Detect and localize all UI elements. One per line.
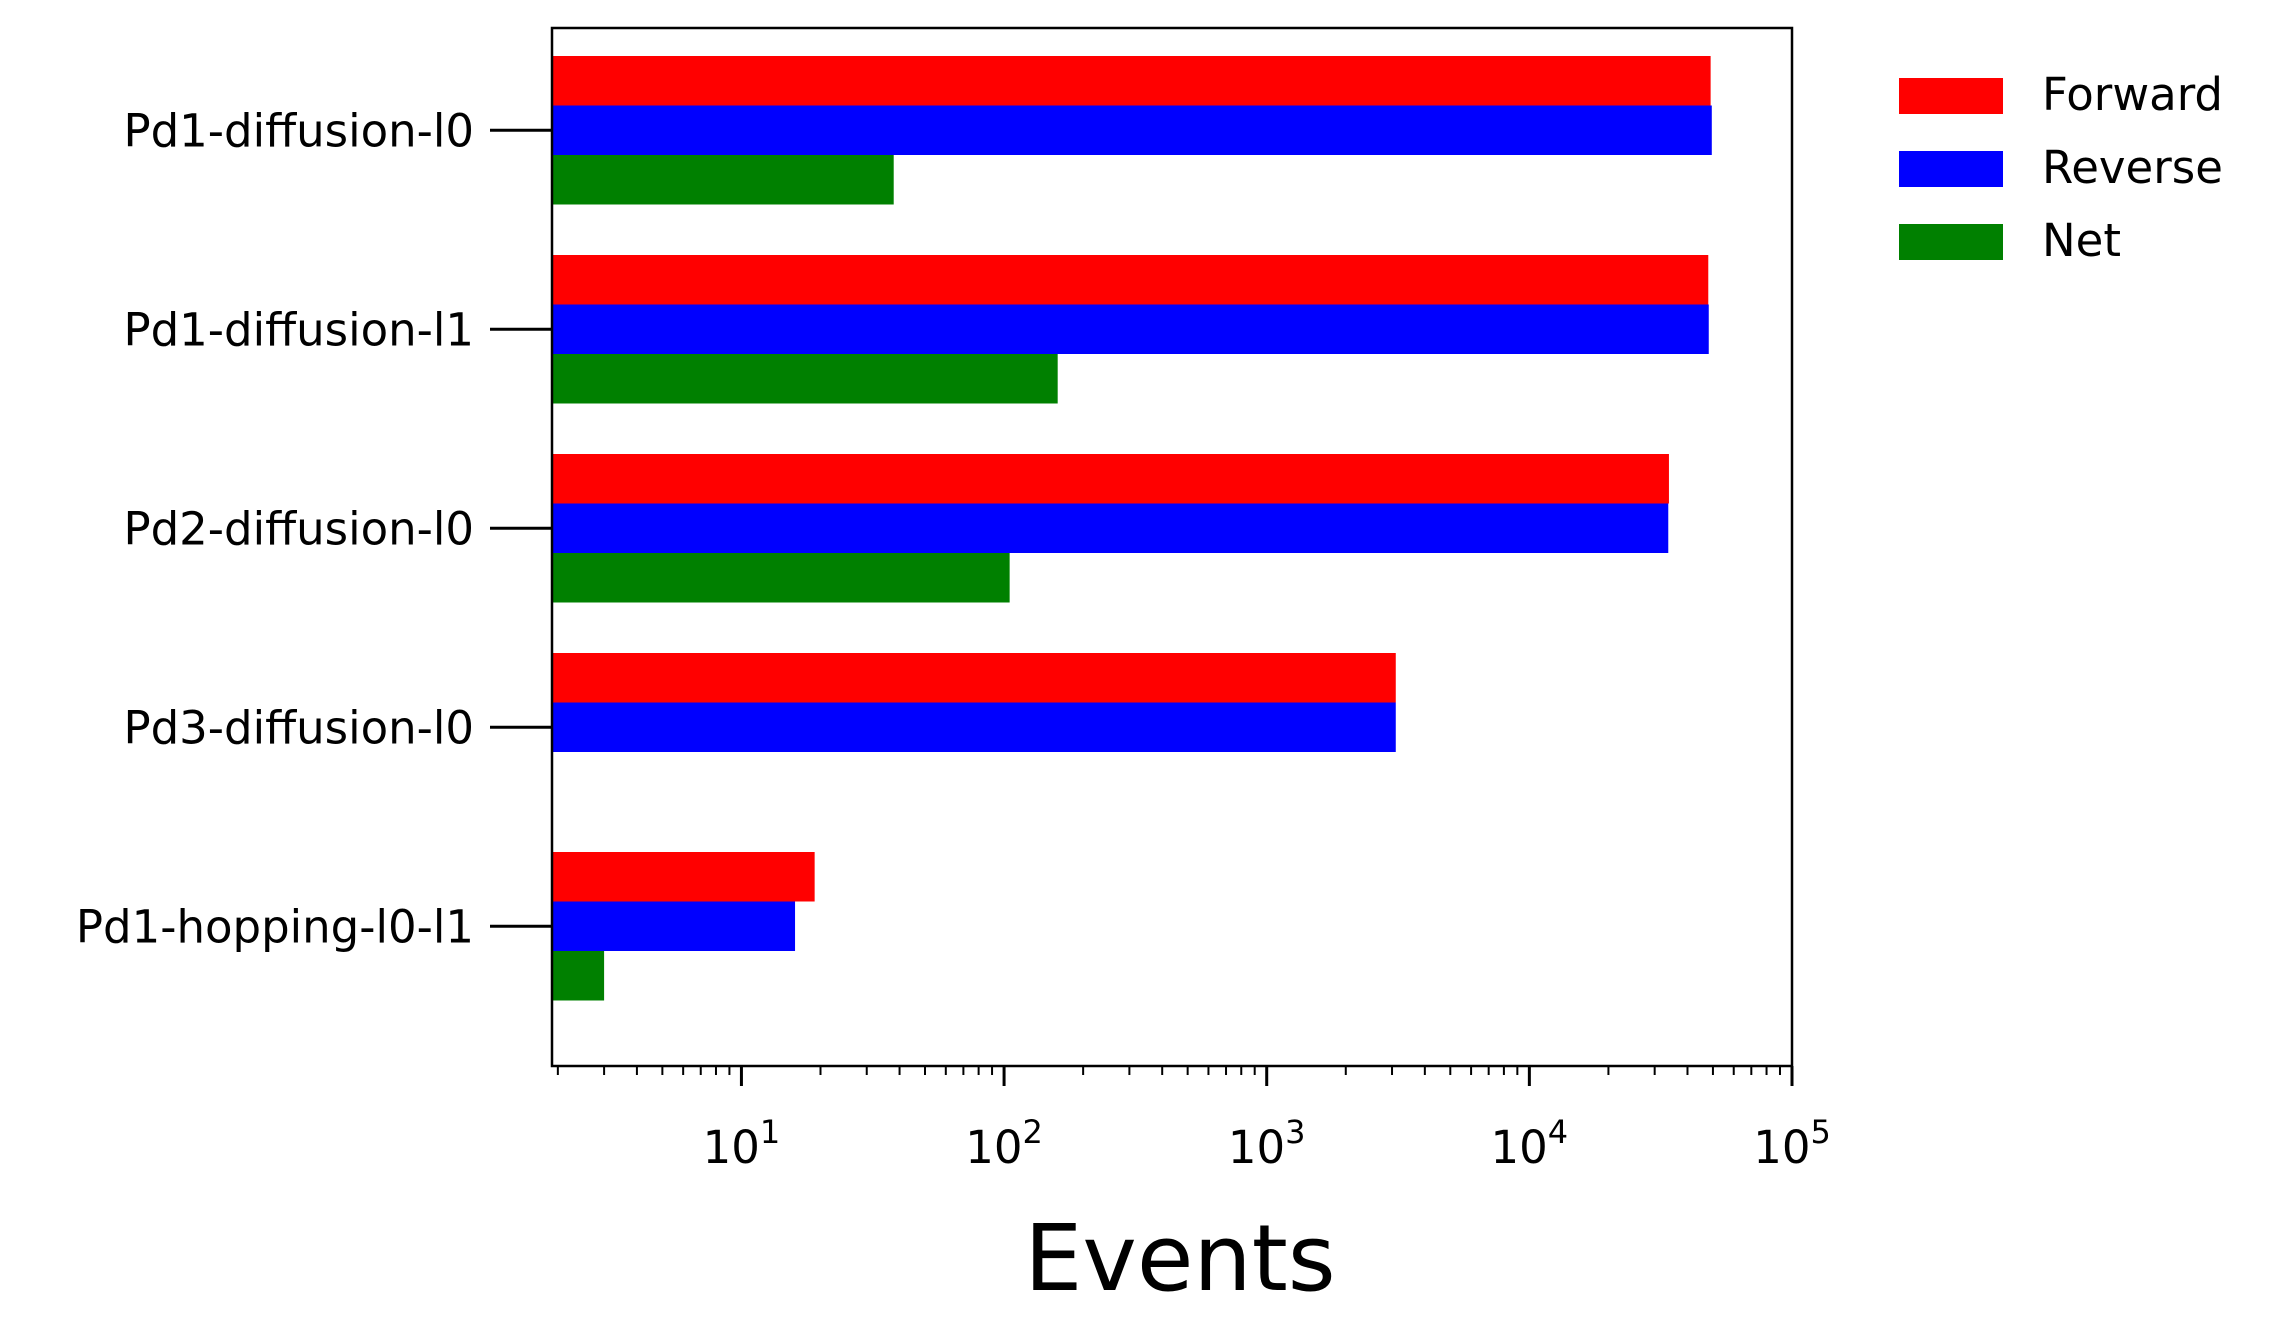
bar-reverse-4 xyxy=(552,901,796,951)
y-tick-label: Pd1-diffusion-l0 xyxy=(123,104,474,157)
bar-net-1 xyxy=(552,354,1058,404)
bar-forward-0 xyxy=(552,56,1711,106)
bar-reverse-3 xyxy=(552,702,1396,752)
bar-forward-3 xyxy=(552,653,1396,703)
legend-label-net: Net xyxy=(2042,214,2121,267)
y-tick-label: Pd1-hopping-l0-l1 xyxy=(76,900,474,953)
bars-layer xyxy=(552,56,1712,1001)
legend-swatch-forward xyxy=(1899,78,2003,114)
bar-forward-2 xyxy=(552,454,1669,504)
x-tick-label: 103 xyxy=(1228,1113,1306,1174)
bar-reverse-1 xyxy=(552,304,1709,354)
y-tick-label: Pd3-diffusion-l0 xyxy=(123,701,474,754)
bar-reverse-2 xyxy=(552,503,1669,553)
x-tick-label: 105 xyxy=(1753,1113,1831,1174)
legend-swatch-reverse xyxy=(1899,151,2003,187)
y-tick-label: Pd1-diffusion-l1 xyxy=(123,303,474,356)
bar-reverse-0 xyxy=(552,105,1712,155)
legend: Forward Reverse Net xyxy=(1899,68,2223,267)
x-axis-title: Events xyxy=(1024,1205,1336,1312)
axes-layer: Pd1-diffusion-l0 Pd1-diffusion-l1 Pd2-diff… xyxy=(76,26,1831,1174)
bar-net-0 xyxy=(552,155,894,205)
legend-swatch-net xyxy=(1899,224,2003,260)
bar-net-4 xyxy=(552,951,605,1001)
bar-forward-4 xyxy=(552,852,815,902)
x-tick-label: 102 xyxy=(965,1113,1043,1174)
bar-net-2 xyxy=(552,553,1010,603)
x-tick-label: 101 xyxy=(703,1113,781,1174)
legend-label-forward: Forward xyxy=(2042,68,2223,121)
x-tick-label: 104 xyxy=(1491,1113,1569,1174)
legend-label-reverse: Reverse xyxy=(2042,141,2223,194)
plot-frame xyxy=(550,26,1794,1068)
y-tick-label: Pd2-diffusion-l0 xyxy=(123,502,474,555)
bar-forward-1 xyxy=(552,255,1709,305)
